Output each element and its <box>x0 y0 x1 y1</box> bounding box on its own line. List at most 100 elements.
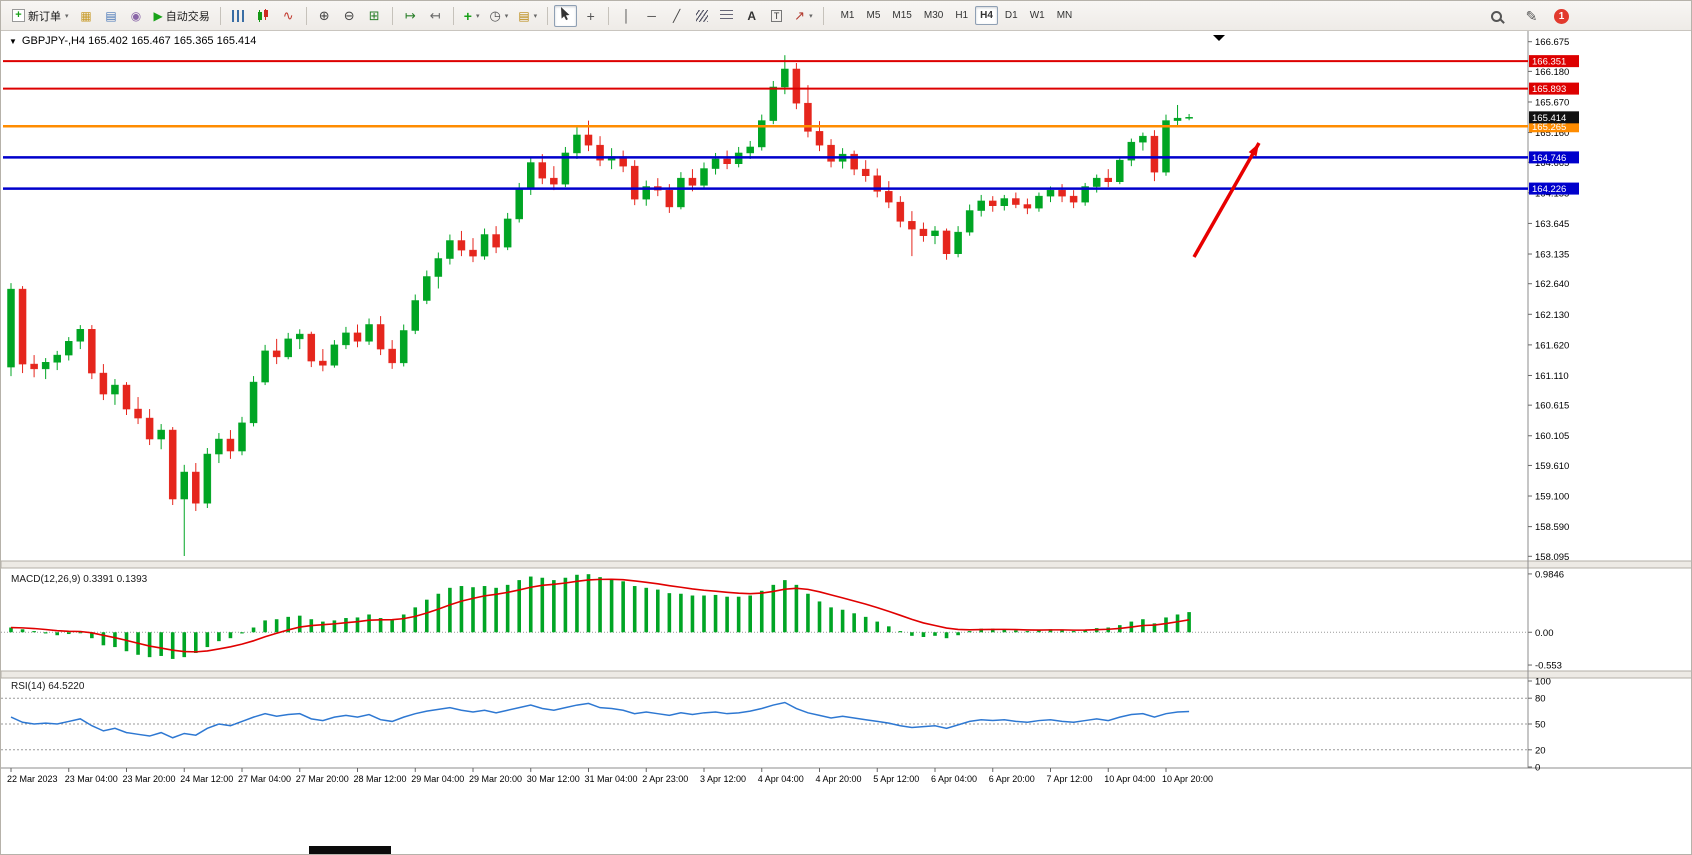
vertical-line-button[interactable]: │ <box>615 5 638 27</box>
trend-arrow[interactable] <box>1192 142 1261 258</box>
fibo-icon <box>720 10 734 21</box>
fibonacci-button[interactable] <box>715 5 738 27</box>
hline-icon: ─ <box>647 8 656 23</box>
timeframe-h4[interactable]: H4 <box>975 6 998 25</box>
candle <box>122 382 131 416</box>
candle <box>827 139 835 168</box>
svg-text:159.100: 159.100 <box>1535 492 1569 503</box>
chartshift-icon: ↤ <box>429 8 441 23</box>
timeframe-m5[interactable]: M5 <box>866 10 881 21</box>
svg-text:158.095: 158.095 <box>1535 552 1569 563</box>
auto-scroll-button[interactable]: ↦ <box>399 5 422 27</box>
candle <box>215 433 223 464</box>
candle <box>954 226 962 258</box>
candle <box>53 350 61 371</box>
svg-text:163.135: 163.135 <box>1535 250 1569 261</box>
charts-button[interactable]: ▦ <box>75 5 98 27</box>
timeframe-m15[interactable]: M15 <box>892 10 912 21</box>
panel-divider-rsi[interactable] <box>1 670 1692 679</box>
svg-text:165.670: 165.670 <box>1535 97 1569 108</box>
candle-chart-button[interactable] <box>252 5 275 27</box>
search-button[interactable] <box>1485 5 1508 27</box>
zoom-out-button[interactable]: ⊖ <box>338 5 361 27</box>
timeframe-mn[interactable]: MN <box>1056 10 1073 21</box>
pencil-icon: ✎ <box>1525 7 1538 24</box>
timeframe-bar: M1 M5 M15 M30 H1 H4 D1 W1 MN <box>835 6 1079 25</box>
candle <box>249 376 258 427</box>
horizontal-line-button[interactable]: ─ <box>640 5 663 27</box>
candle <box>1035 192 1043 212</box>
dropdown-caret-icon: ▾ <box>533 12 538 20</box>
channel-button[interactable] <box>690 5 713 27</box>
candle <box>1185 113 1193 121</box>
trendline-button[interactable]: ╱ <box>665 5 688 27</box>
timeframe-m30[interactable]: M30 <box>923 10 944 21</box>
svg-text:50: 50 <box>1535 720 1546 731</box>
candle <box>873 168 881 198</box>
tile-windows-button[interactable]: ⊞ <box>363 5 386 27</box>
indicators-button[interactable]: + ▾ <box>460 5 484 27</box>
timeframe-h1[interactable]: H1 <box>955 10 969 21</box>
bar-chart-button[interactable] <box>227 5 250 27</box>
taskbar-fragment[interactable] <box>309 846 391 854</box>
quick-edit-button[interactable]: ✎ <box>1520 5 1543 27</box>
svg-text:4 Apr 04:00: 4 Apr 04:00 <box>758 774 804 784</box>
zoomout-icon: ⊖ <box>343 8 355 23</box>
crosshair-button[interactable]: + <box>579 5 602 27</box>
candle <box>203 448 212 509</box>
candle <box>145 409 154 446</box>
cursor-button[interactable] <box>554 4 578 27</box>
candle <box>284 332 292 360</box>
charts-icon: ▦ <box>80 8 92 23</box>
panel-divider-macd[interactable] <box>1 560 1692 569</box>
candle <box>307 331 316 368</box>
trend-arrow-head <box>1248 143 1259 157</box>
indicators-icon: + <box>463 7 472 24</box>
candle <box>596 136 604 167</box>
macd-label: MACD(12,26,9) 0.3391 0.1393 <box>11 574 147 585</box>
svg-text:10 Apr 04:00: 10 Apr 04:00 <box>1104 774 1155 784</box>
periods-button[interactable]: ◷ ▾ <box>485 5 512 27</box>
svg-text:164.226: 164.226 <box>1532 184 1566 195</box>
alerts-button[interactable]: ◉ <box>125 5 148 27</box>
chart-shift-button[interactable]: ↤ <box>424 5 447 27</box>
arrows-button[interactable]: ↗ ▾ <box>790 5 816 27</box>
text-button[interactable]: A <box>740 5 763 27</box>
svg-text:23 Mar 04:00: 23 Mar 04:00 <box>65 774 118 784</box>
timeframe-m1[interactable]: M1 <box>840 10 855 21</box>
zoom-in-button[interactable]: ⊕ <box>313 5 336 27</box>
candle <box>480 228 489 260</box>
timeframe-d1[interactable]: D1 <box>1004 10 1018 21</box>
macd-values: 0.3391 0.1393 <box>83 574 148 585</box>
candle <box>469 238 477 263</box>
candle <box>376 316 385 356</box>
time-axis[interactable]: 22 Mar 2023 23 Mar 04:00 23 Mar 20:00 24 Ma… <box>7 768 1213 784</box>
collapse-arrow-icon[interactable]: ▼ <box>9 36 17 46</box>
svg-text:162.640: 162.640 <box>1535 279 1569 290</box>
text-label-button[interactable]: T <box>765 5 788 27</box>
svg-text:0.00: 0.00 <box>1535 628 1554 639</box>
svg-text:30 Mar 12:00: 30 Mar 12:00 <box>527 774 580 784</box>
templates-icon: ▤ <box>518 8 530 23</box>
candle <box>538 154 547 185</box>
cursor-icon <box>559 6 572 26</box>
line-chart-button[interactable]: ∿ <box>277 5 300 27</box>
dropdown-caret-icon: ▾ <box>504 12 509 20</box>
svg-text:161.110: 161.110 <box>1535 371 1569 382</box>
svg-text:166.180: 166.180 <box>1535 67 1569 78</box>
chart-shift-marker-icon[interactable] <box>1213 35 1225 41</box>
candle <box>342 326 350 350</box>
macd-histogram <box>9 574 1191 659</box>
toolbar-separator <box>305 6 307 25</box>
timeframe-w1[interactable]: W1 <box>1029 10 1045 21</box>
candle <box>492 226 500 254</box>
profiles-button[interactable]: ▤ <box>100 5 123 27</box>
autotrading-button[interactable]: ▶ 自动交易 <box>150 5 214 27</box>
templates-button[interactable]: ▤ ▾ <box>514 5 541 27</box>
chart-canvas[interactable]: 166.675166.180165.670165.160164.665164.1… <box>1 31 1692 796</box>
candle <box>746 140 754 159</box>
candle <box>861 160 870 182</box>
autoscroll-icon: ↦ <box>404 8 416 23</box>
notification-badge[interactable]: 1 <box>1554 8 1569 24</box>
new-order-button[interactable]: + 新订单 ▾ <box>8 5 73 27</box>
